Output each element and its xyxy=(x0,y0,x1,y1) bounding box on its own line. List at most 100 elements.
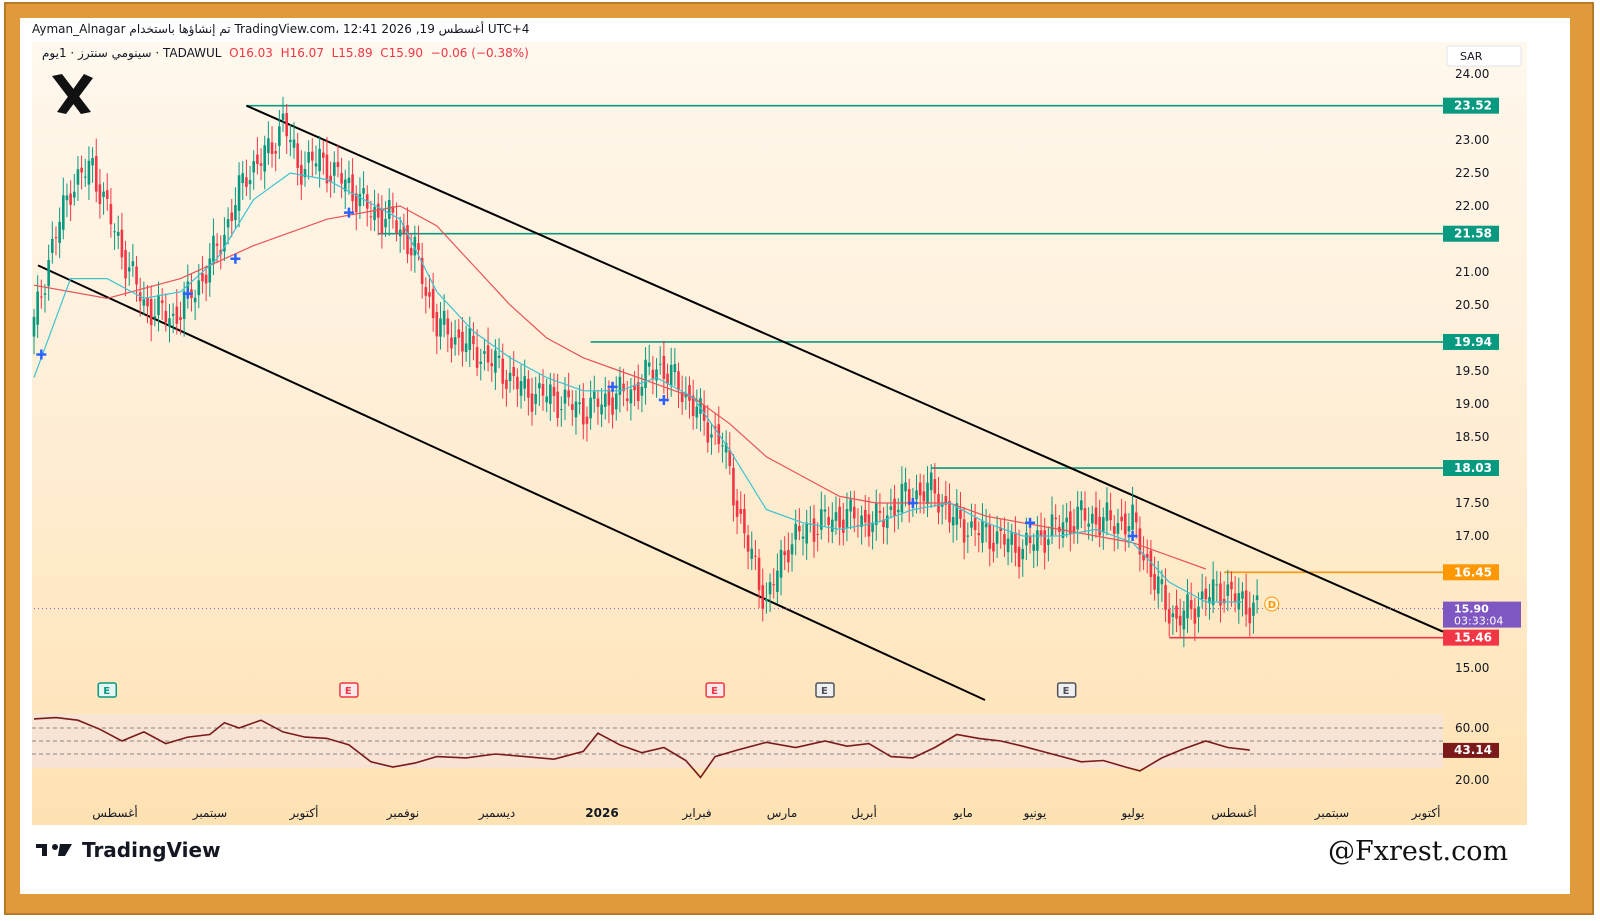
candle-body xyxy=(933,479,937,494)
dividend-marker[interactable] xyxy=(1264,596,1280,612)
candle-body xyxy=(376,203,380,218)
candle-body xyxy=(201,272,204,282)
candle-body xyxy=(647,362,651,367)
candle-body xyxy=(596,398,600,407)
candle-body xyxy=(127,267,131,272)
candle-body xyxy=(351,174,354,202)
time-axis-label: نوفمبر xyxy=(386,806,419,821)
candle-body xyxy=(1083,508,1087,521)
candle-body xyxy=(699,398,702,414)
candle-body xyxy=(662,355,666,379)
candle-body xyxy=(1175,605,1178,619)
earnings-marker[interactable] xyxy=(1056,682,1077,698)
level-label: 18.03 xyxy=(1454,461,1492,475)
candle-body xyxy=(772,584,776,586)
candle-body xyxy=(765,599,768,601)
candle-body xyxy=(472,335,475,345)
candle-body xyxy=(1094,507,1098,525)
candle-body xyxy=(618,376,622,395)
candle-body xyxy=(1006,538,1010,553)
candle-body xyxy=(867,514,871,537)
candle-body xyxy=(1131,504,1134,530)
candle-body xyxy=(1039,530,1043,537)
candle-body xyxy=(164,311,168,323)
level-label-box xyxy=(1443,97,1499,114)
publisher-name[interactable]: Ayman_Alnagar xyxy=(32,22,126,36)
candle-body xyxy=(76,169,80,185)
rsi-value-box xyxy=(1443,742,1499,758)
candle-body xyxy=(658,363,662,365)
earnings-marker[interactable] xyxy=(339,682,359,698)
candle-body xyxy=(336,162,340,168)
candle-body xyxy=(450,337,453,349)
candle-body xyxy=(135,266,138,285)
change-value: −0.06 (−0.38%) xyxy=(430,46,529,60)
candle-body xyxy=(581,398,585,425)
candle-body xyxy=(43,293,47,295)
candle-body xyxy=(1109,510,1112,521)
price-axis-label: 19.00 xyxy=(1455,397,1489,411)
rsi-axis-label: 20.00 xyxy=(1455,773,1489,787)
candle-body xyxy=(380,209,384,234)
price-axis-label: 18.50 xyxy=(1455,430,1489,444)
candle-body xyxy=(303,169,307,178)
candle-body xyxy=(1230,581,1233,590)
candle-body xyxy=(1208,597,1211,604)
candle-body xyxy=(1105,502,1109,521)
candle-body xyxy=(1036,530,1039,551)
candle-body xyxy=(424,287,428,296)
channel-lower-line[interactable] xyxy=(37,264,986,701)
candle-body xyxy=(1065,517,1068,523)
candle-body xyxy=(589,397,592,419)
candle-body xyxy=(995,531,999,544)
candle-body xyxy=(461,331,464,352)
candle-body xyxy=(1197,606,1200,618)
candle-body xyxy=(431,288,435,319)
candle-body xyxy=(1050,514,1054,536)
candle-body xyxy=(955,503,959,525)
candle-body xyxy=(889,506,893,510)
candle-body xyxy=(395,220,398,233)
candle-body xyxy=(600,404,603,415)
candle-body xyxy=(783,551,787,556)
candle-body xyxy=(677,371,680,391)
close-value: C15.90 xyxy=(380,46,424,60)
candle-body xyxy=(831,519,834,532)
earnings-marker[interactable] xyxy=(97,682,117,698)
time-axis-label: مارس xyxy=(767,806,798,821)
channel-upper-line[interactable] xyxy=(245,104,1444,633)
symbol-name[interactable]: سينومي سنترز · 1يوم · TADAWUL xyxy=(42,46,222,60)
candle-body xyxy=(475,347,479,368)
currency-box[interactable] xyxy=(1446,45,1522,67)
candle-body xyxy=(318,148,321,172)
last-price-box xyxy=(1443,601,1521,628)
candle-body xyxy=(193,297,197,303)
candle-body xyxy=(270,142,274,155)
time-axis-label: 2026 xyxy=(585,806,618,820)
price-axis-label: 19.50 xyxy=(1455,364,1489,378)
candle-body xyxy=(805,522,808,544)
candle-body xyxy=(739,509,743,514)
earnings-marker[interactable] xyxy=(705,682,725,698)
candle-body xyxy=(420,257,424,284)
candle-body xyxy=(948,500,951,523)
candle-body xyxy=(204,274,208,284)
candle-body xyxy=(1226,584,1230,596)
signal-cross-icon xyxy=(907,498,918,508)
candle-body xyxy=(878,511,882,513)
time-axis-label: أغسطس xyxy=(1211,805,1256,821)
candle-body xyxy=(1123,513,1127,535)
candle-body xyxy=(1043,530,1047,553)
candle-body xyxy=(197,280,201,296)
rsi-value-label: 43.14 xyxy=(1454,743,1492,757)
signal-cross-icon xyxy=(658,395,669,406)
candle-body xyxy=(688,385,691,401)
candle-body xyxy=(61,195,65,230)
candle-body xyxy=(358,193,362,207)
earnings-marker[interactable] xyxy=(815,682,835,698)
candle-body xyxy=(278,126,281,146)
tradingview-logo[interactable]: TradingView xyxy=(36,838,221,862)
candle-body xyxy=(58,221,61,243)
candle-body xyxy=(1091,513,1094,524)
